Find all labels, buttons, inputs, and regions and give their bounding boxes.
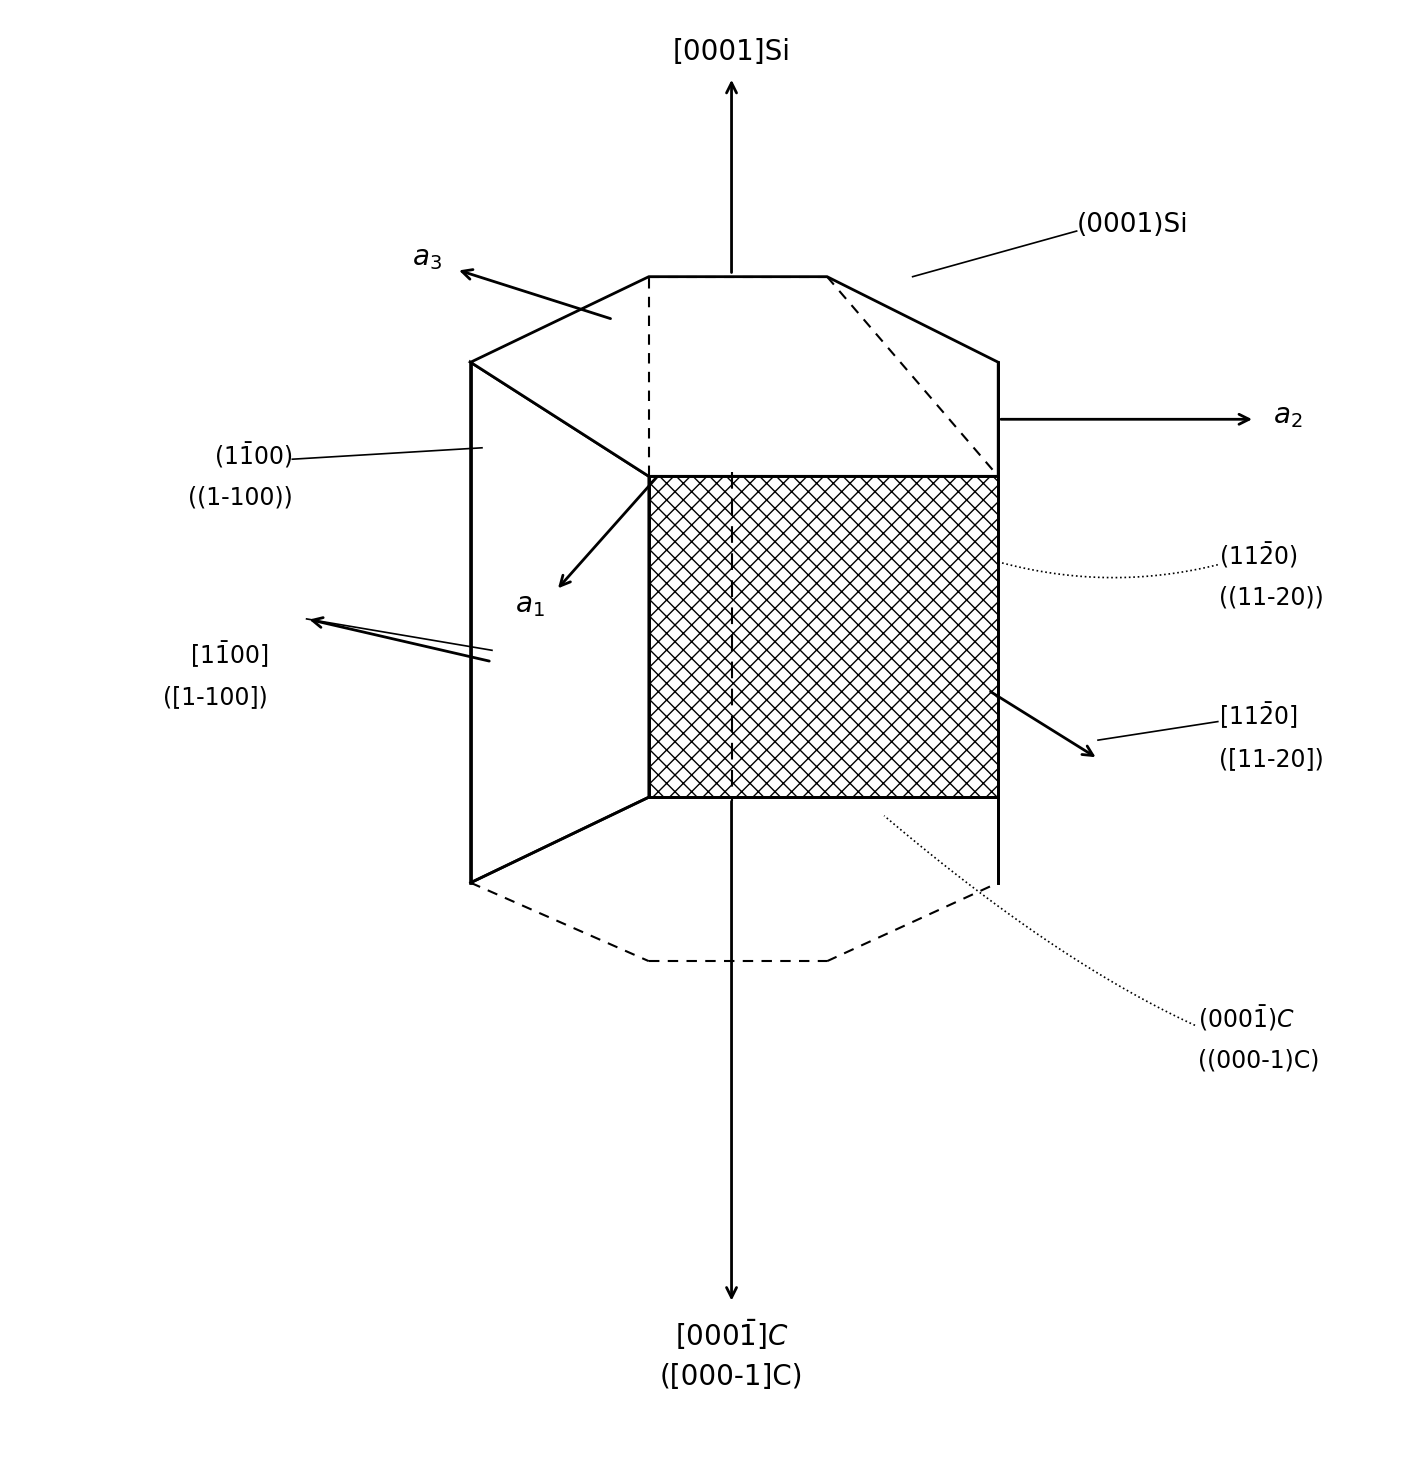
Polygon shape — [471, 277, 998, 476]
Text: [0001]Si: [0001]Si — [673, 38, 790, 66]
Polygon shape — [471, 362, 649, 883]
Polygon shape — [649, 476, 998, 798]
Text: ((11-20)): ((11-20)) — [1219, 585, 1323, 610]
Text: $(11\bar{2}0)$: $(11\bar{2}0)$ — [1219, 539, 1298, 570]
Text: ([000-1]C): ([000-1]C) — [660, 1363, 803, 1391]
Text: ((1-100)): ((1-100)) — [188, 485, 292, 510]
Text: $a_1$: $a_1$ — [515, 591, 545, 619]
Text: ([1-100]): ([1-100]) — [164, 685, 268, 710]
Text: $a_3$: $a_3$ — [412, 245, 442, 273]
Text: $a_2$: $a_2$ — [1273, 403, 1303, 431]
Text: $[11\bar{2}0]$: $[11\bar{2}0]$ — [1219, 701, 1298, 732]
Text: (0001)Si: (0001)Si — [1077, 213, 1188, 239]
Text: $[000\bar{1}]C$: $[000\bar{1}]C$ — [674, 1318, 789, 1352]
Text: ((000-1)C): ((000-1)C) — [1198, 1050, 1319, 1073]
Text: $(000\bar{1})C$: $(000\bar{1})C$ — [1198, 1003, 1295, 1034]
Text: ([11-20]): ([11-20]) — [1219, 746, 1323, 771]
Text: $(1\bar{1}00)$: $(1\bar{1}00)$ — [214, 440, 292, 471]
Text: $[1\bar{1}00]$: $[1\bar{1}00]$ — [190, 639, 268, 670]
